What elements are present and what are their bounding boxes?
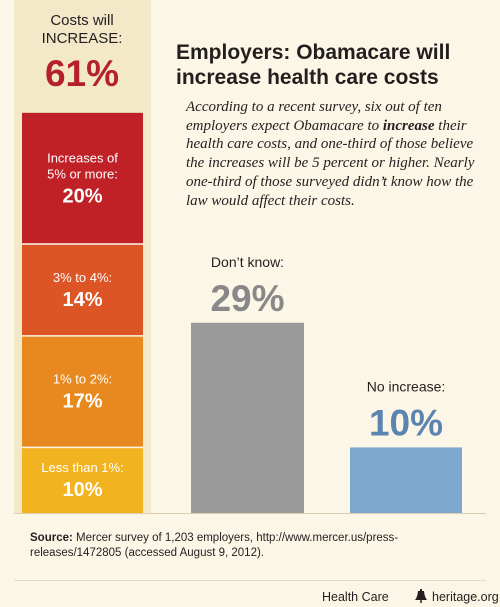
bar-label-no-increase: No increase: (367, 378, 446, 394)
segment-label-2: 3% to 4%: (53, 270, 112, 285)
footer-site: heritage.org (432, 590, 499, 604)
bar-dont-know (191, 322, 304, 513)
page-title: Employers: Obamacare will increase healt… (176, 41, 451, 89)
liberty-bell-icon (415, 589, 427, 603)
bar-segment-3 (22, 112, 143, 245)
footer-topic: Health Care (322, 590, 389, 604)
segment-label-3-0: Increases of (47, 150, 118, 165)
description: According to a recent survey, six out of… (186, 98, 486, 210)
segment-value-3: 20% (62, 185, 102, 207)
description-text-rest: their health care costs, and one-third o… (186, 117, 475, 209)
source-note: Source: Mercer survey of 1,203 employers… (30, 531, 470, 561)
bar-segment-2 (22, 244, 143, 336)
segment-label-3-1: 5% or more: (47, 166, 118, 181)
description-emphasis: increase (382, 117, 435, 134)
increase-total-value: 61% (44, 53, 120, 94)
bar-segment-0 (22, 447, 143, 513)
bar-segment-1 (22, 335, 143, 448)
segment-value-1: 17% (62, 391, 102, 413)
bar-value-dont-know: 29% (210, 278, 284, 319)
source-label: Source: (30, 532, 73, 544)
bar-label-dont-know: Don’t know: (211, 254, 284, 270)
bar-value-no-increase: 10% (369, 402, 443, 443)
segment-label-1: 1% to 2%: (53, 372, 112, 387)
source-text: Mercer survey of 1,203 employers, http:/… (30, 532, 399, 559)
segment-value-0: 10% (62, 479, 102, 501)
description-text: According to a recent survey, six out of… (186, 99, 442, 134)
segment-label-0: Less than 1%: (41, 460, 123, 475)
segment-value-2: 14% (62, 289, 102, 311)
bar-no-increase (350, 447, 462, 513)
increase-total-label-line2: INCREASE: (41, 30, 123, 47)
increase-total-label-line1: Costs will (50, 12, 114, 29)
